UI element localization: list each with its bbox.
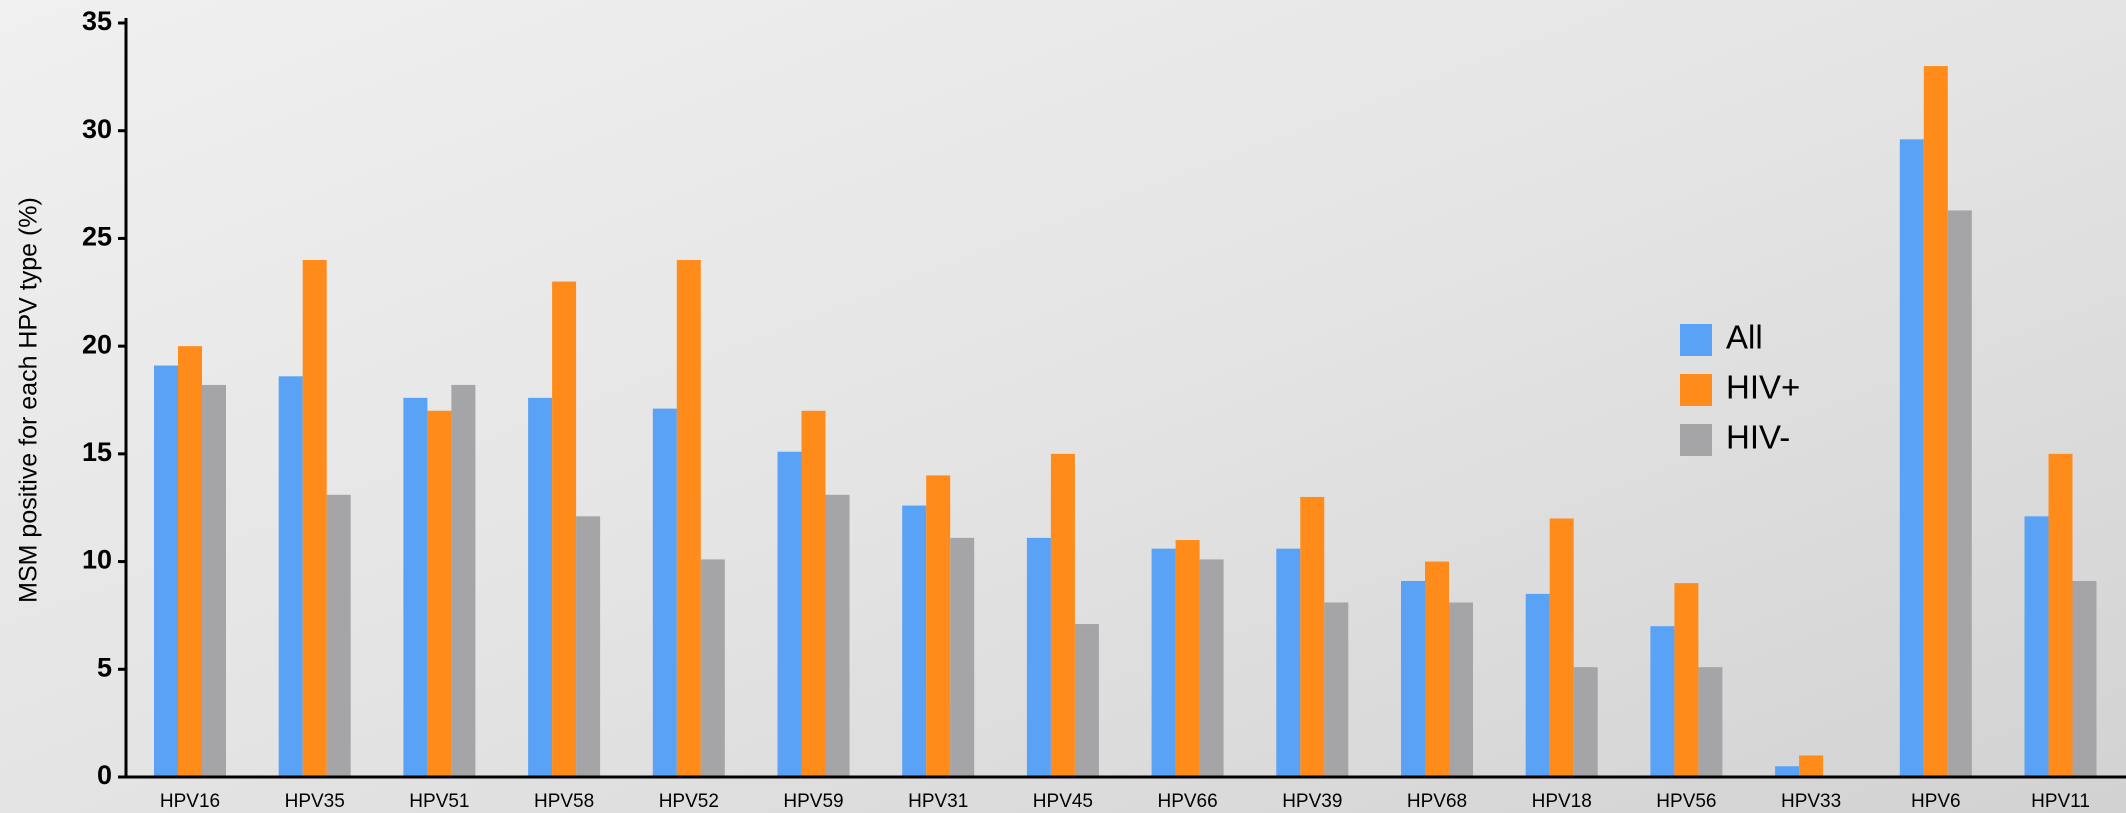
y-tick-label: 35: [82, 6, 112, 36]
x-tick-label: HPV11: [2031, 791, 2090, 812]
y-tick-label: 30: [82, 114, 112, 144]
bar: [303, 260, 327, 777]
bar: [154, 366, 178, 777]
bar: [552, 282, 576, 777]
bar: [1300, 497, 1324, 777]
bar: [778, 452, 802, 777]
x-tick-label: HPV58: [534, 791, 594, 812]
x-tick-label: HPV31: [908, 791, 968, 812]
x-tick-label: HPV6: [1911, 791, 1961, 812]
bar: [202, 385, 226, 777]
bar: [802, 411, 826, 777]
bar: [178, 346, 202, 777]
bar: [1900, 139, 1924, 777]
bar: [1152, 549, 1176, 777]
bar: [528, 398, 552, 777]
bar: [1176, 540, 1200, 777]
bar: [950, 538, 974, 777]
bar: [2025, 516, 2049, 777]
bar: [1799, 755, 1823, 777]
bar: [1924, 66, 1948, 777]
bar: [1401, 581, 1425, 777]
y-tick-label: 25: [82, 222, 112, 252]
legend-swatch: [1680, 424, 1712, 456]
x-tick-label: HPV56: [1656, 791, 1716, 812]
bar: [1200, 559, 1224, 777]
bar: [1775, 766, 1799, 777]
x-tick-label: HPV45: [1033, 791, 1093, 812]
bar: [1526, 594, 1550, 777]
bar: [2049, 454, 2073, 777]
y-axis-label: MSM positive for each HPV type (%): [15, 197, 43, 603]
y-tick-label: 10: [82, 545, 112, 575]
legend-label: HIV-: [1726, 419, 1790, 456]
bar: [1674, 583, 1698, 777]
bar: [403, 398, 427, 777]
bar: [279, 376, 303, 777]
y-tick-label: 0: [97, 760, 112, 790]
x-tick-label: HPV51: [409, 791, 469, 812]
bar: [1650, 626, 1674, 777]
x-tick-label: HPV33: [1781, 791, 1841, 812]
bar: [1550, 518, 1574, 777]
chart: MSM positive for each HPV type (%) 0 5 10 1…: [0, 0, 2126, 813]
page: MSM positive for each HPV type (%) 0 5 10 1…: [0, 0, 2126, 813]
x-tick-label: HPV66: [1157, 791, 1217, 812]
y-tick-label: 5: [97, 652, 112, 682]
x-tick-label: HPV68: [1407, 791, 1467, 812]
bar: [1574, 667, 1598, 777]
bar: [677, 260, 701, 777]
bar: [902, 506, 926, 777]
bar: [926, 475, 950, 777]
legend-label: HIV+: [1726, 369, 1800, 406]
bar: [1948, 210, 1972, 777]
bar: [653, 409, 677, 777]
bar: [1324, 603, 1348, 777]
x-tick-label: HPV35: [285, 791, 345, 812]
bar: [327, 495, 351, 777]
bar: [1698, 667, 1722, 777]
bar: [1051, 454, 1075, 777]
legend-label: All: [1726, 319, 1763, 356]
bar: [1027, 538, 1051, 777]
bar: [427, 411, 451, 777]
bar: [1276, 549, 1300, 777]
x-tick-label: HPV16: [160, 791, 220, 812]
legend-swatch: [1680, 324, 1712, 356]
x-tick-label: HPV39: [1282, 791, 1342, 812]
bar: [826, 495, 850, 777]
y-tick-label: 15: [82, 437, 112, 467]
x-tick-label: HPV52: [659, 791, 719, 812]
legend-swatch: [1680, 374, 1712, 406]
bar: [2073, 581, 2097, 777]
bar: [1449, 603, 1473, 777]
x-tick-label: HPV18: [1532, 791, 1592, 812]
y-tick-label: 20: [82, 329, 112, 359]
bar: [701, 559, 725, 777]
bar: [1425, 562, 1449, 777]
bar: [451, 385, 475, 777]
bar: [1075, 624, 1099, 777]
bar: [576, 516, 600, 777]
x-tick-label: HPV59: [783, 791, 843, 812]
